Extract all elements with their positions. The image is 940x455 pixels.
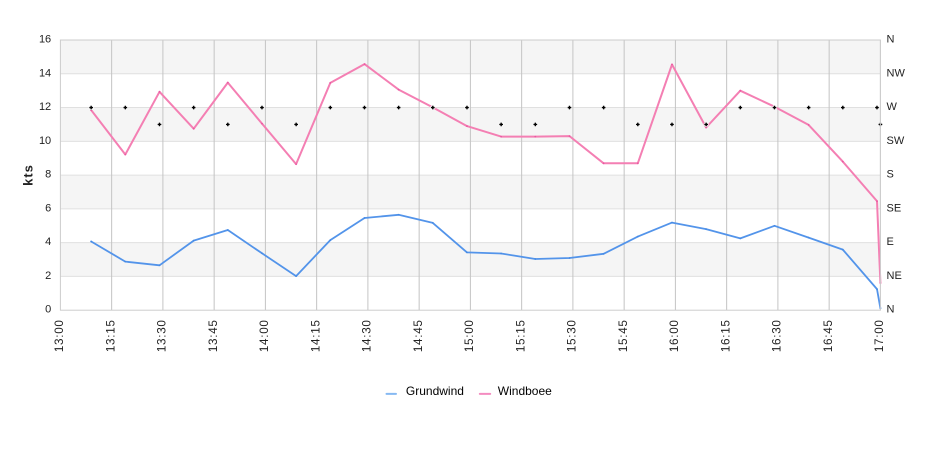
svg-text:13:15: 13:15 <box>104 319 117 352</box>
svg-text:N: N <box>887 34 895 46</box>
svg-text:0: 0 <box>45 304 51 316</box>
svg-text:Windboee: Windboee <box>498 384 552 398</box>
svg-text:SE: SE <box>887 202 902 214</box>
svg-text:NE: NE <box>887 270 902 282</box>
svg-text:S: S <box>887 169 894 181</box>
svg-text:14:45: 14:45 <box>412 319 425 352</box>
svg-text:15:30: 15:30 <box>566 319 579 352</box>
svg-text:14: 14 <box>39 67 51 79</box>
svg-text:10: 10 <box>39 135 51 147</box>
svg-text:W: W <box>887 101 898 113</box>
svg-text:15:00: 15:00 <box>463 319 476 352</box>
svg-text:16:00: 16:00 <box>668 319 681 352</box>
svg-text:13:00: 13:00 <box>53 319 66 352</box>
svg-text:14:30: 14:30 <box>361 319 374 352</box>
svg-text:16:30: 16:30 <box>771 319 784 352</box>
svg-text:8: 8 <box>45 169 51 181</box>
svg-text:16:15: 16:15 <box>719 319 732 352</box>
svg-text:16: 16 <box>39 34 51 46</box>
svg-text:14:15: 14:15 <box>309 319 322 352</box>
svg-text:6: 6 <box>45 202 51 214</box>
svg-text:16:45: 16:45 <box>822 319 835 352</box>
svg-text:13:45: 13:45 <box>207 319 220 352</box>
svg-text:17:00: 17:00 <box>873 319 886 352</box>
svg-text:14:00: 14:00 <box>258 319 271 352</box>
svg-text:SW: SW <box>887 135 905 147</box>
svg-text:15:15: 15:15 <box>514 319 527 352</box>
svg-text:15:45: 15:45 <box>617 319 630 352</box>
svg-text:13:30: 13:30 <box>156 319 169 352</box>
svg-text:4: 4 <box>45 236 51 248</box>
svg-text:kts: kts <box>21 164 36 186</box>
svg-text:NW: NW <box>887 67 906 79</box>
svg-text:12: 12 <box>39 101 51 113</box>
svg-text:N: N <box>887 304 895 316</box>
svg-text:2: 2 <box>45 270 51 282</box>
svg-text:Grundwind: Grundwind <box>406 384 464 398</box>
svg-text:E: E <box>887 236 894 248</box>
